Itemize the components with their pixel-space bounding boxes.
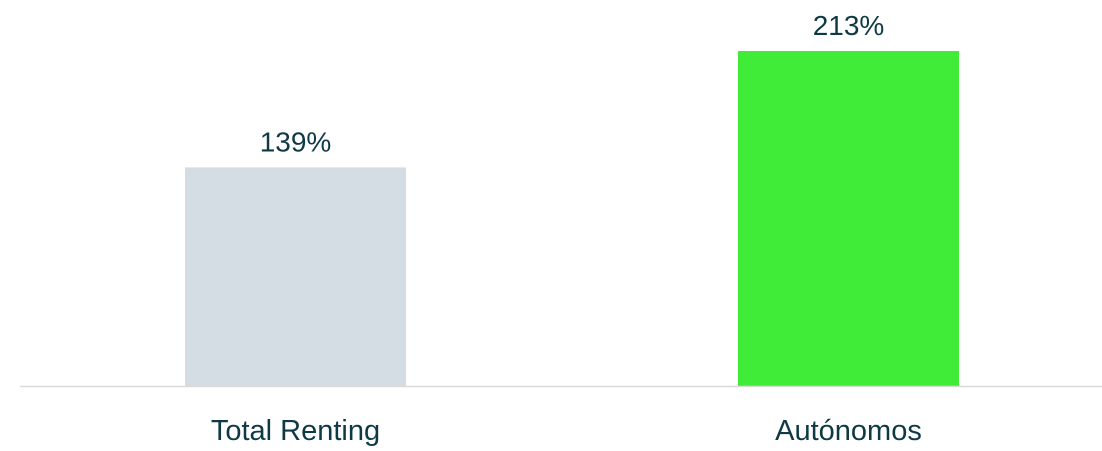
bar-value-label-1: 213% <box>813 10 885 41</box>
category-label-0: Total Renting <box>211 415 380 446</box>
bar-1 <box>738 51 959 386</box>
category-labels-layer: Total Renting Autónomos <box>211 415 922 447</box>
bar-value-label-0: 139% <box>260 126 332 157</box>
category-label-1: Autónomos <box>775 415 922 446</box>
value-labels-layer: 139% 213% <box>260 10 885 157</box>
bar-0 <box>185 167 406 386</box>
bars-layer <box>185 51 959 386</box>
